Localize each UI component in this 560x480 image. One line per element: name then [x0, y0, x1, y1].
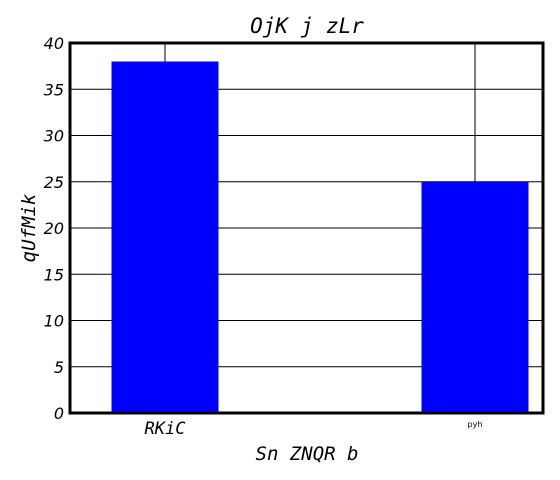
x-tick-label: RKiC: [145, 419, 187, 439]
y-tick-label: 15: [44, 265, 64, 284]
y-tick-label: 30: [44, 127, 64, 146]
y-tick-label: 5: [54, 358, 64, 377]
x-axis-label: Sn ZNQR b: [256, 443, 359, 465]
x-tick-labels: RKiC pyh: [145, 419, 483, 439]
y-tick-label: 10: [44, 312, 64, 331]
y-tick-labels: 0 5 10 15 20 25 30 35 40: [44, 34, 64, 423]
y-tick-label: 40: [44, 34, 64, 53]
plot-frame: [68, 41, 545, 415]
y-tick-label: 25: [44, 173, 64, 192]
y-tick-label: 20: [44, 219, 64, 238]
bar-RKiC: [111, 61, 219, 413]
y-axis-label: qUfMik: [18, 193, 40, 262]
y-tick-label: 35: [44, 80, 64, 99]
bar-pyh: [421, 181, 529, 413]
chart-title: OjK j zLr: [250, 14, 364, 38]
y-tick-label: 0: [54, 404, 64, 423]
x-tick-label: pyh: [468, 420, 483, 429]
bars: [111, 61, 529, 413]
